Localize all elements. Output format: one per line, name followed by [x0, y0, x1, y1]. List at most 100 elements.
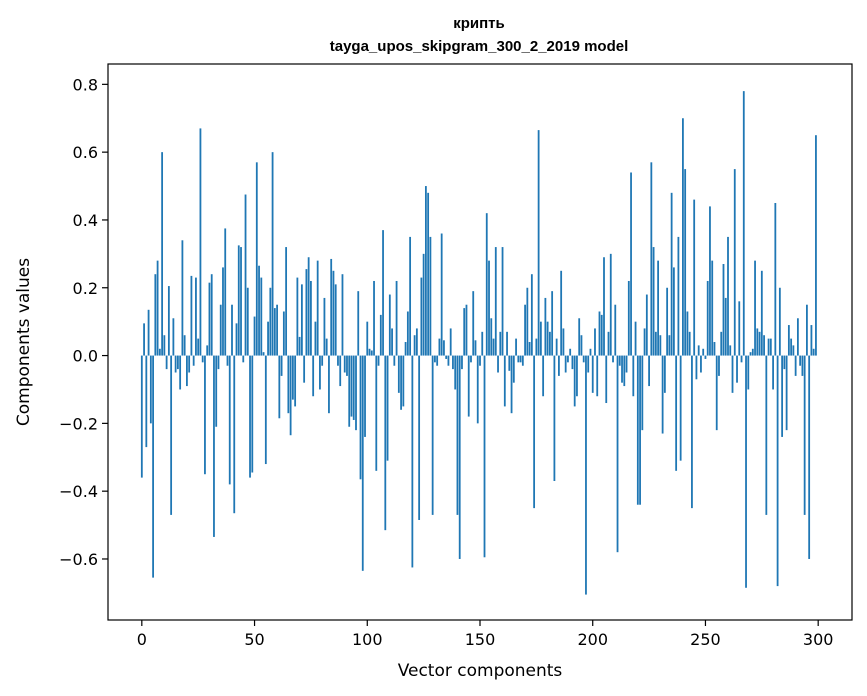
- bar-142: [461, 355, 463, 370]
- bar-50: [253, 316, 256, 356]
- bar-179: [544, 297, 547, 356]
- bar-91: [346, 355, 348, 376]
- bar-201: [594, 328, 596, 356]
- bar-60: [276, 304, 278, 356]
- bar-147: [472, 291, 475, 356]
- bar-7: [156, 260, 159, 356]
- bar-70: [298, 336, 301, 356]
- bar-178: [542, 355, 545, 397]
- bar-251: [706, 280, 709, 356]
- bar-137: [449, 328, 452, 356]
- bar-229: [657, 260, 660, 356]
- bar-127: [427, 192, 430, 356]
- bar-197: [585, 355, 587, 595]
- bar-93: [350, 355, 353, 417]
- bar-272: [754, 260, 756, 356]
- bar-205: [603, 257, 605, 356]
- bar-210: [614, 304, 617, 356]
- bar-69: [296, 277, 299, 356]
- x-tick-label: 250: [690, 630, 721, 649]
- bar-135: [445, 355, 448, 359]
- bar-280: [772, 355, 774, 390]
- bar-216: [627, 280, 630, 356]
- bar-96: [357, 291, 360, 356]
- bar-14: [172, 318, 175, 356]
- bar-28: [204, 355, 206, 475]
- bar-78: [316, 260, 319, 356]
- bar-242: [686, 311, 689, 356]
- bar-24: [195, 277, 197, 356]
- bar-44: [240, 247, 242, 356]
- bar-191: [571, 355, 574, 370]
- y-tick-label: 0.8: [73, 75, 98, 94]
- bar-254: [713, 342, 716, 356]
- bar-153: [485, 213, 488, 356]
- bar-292: [799, 355, 802, 366]
- bar-160: [501, 247, 504, 356]
- bar-85: [332, 270, 335, 356]
- bar-208: [609, 253, 612, 356]
- bar-243: [688, 331, 691, 356]
- bar-257: [720, 331, 723, 356]
- bar-296: [808, 355, 811, 559]
- bar-103: [373, 280, 375, 356]
- bar-130: [434, 355, 436, 363]
- bar-235: [670, 192, 673, 356]
- bar-174: [533, 355, 536, 509]
- bar-275: [760, 270, 763, 356]
- bar-202: [596, 355, 599, 397]
- bar-45: [242, 355, 245, 363]
- bar-237: [675, 355, 678, 471]
- bar-59: [273, 308, 276, 356]
- bar-111: [391, 328, 393, 356]
- bar-157: [494, 247, 497, 356]
- bar-234: [668, 335, 671, 356]
- bar-297: [810, 325, 813, 356]
- bar-220: [636, 355, 639, 505]
- bar-145: [467, 355, 470, 417]
- bar-259: [724, 297, 727, 356]
- bar-25: [197, 338, 200, 356]
- bar-252: [709, 206, 711, 356]
- x-axis-label: Vector components: [398, 661, 563, 681]
- bar-293: [801, 355, 804, 376]
- bar-212: [618, 355, 621, 366]
- bar-176: [537, 130, 540, 356]
- bar-92: [348, 355, 351, 427]
- bar-118: [406, 311, 409, 356]
- bar-101: [368, 348, 371, 356]
- bar-90: [343, 355, 346, 373]
- bar-175: [535, 338, 538, 356]
- bar-261: [729, 345, 732, 356]
- bar-155: [490, 318, 493, 356]
- bar-143: [463, 308, 466, 356]
- bar-214: [623, 355, 626, 387]
- bar-10: [163, 335, 166, 356]
- bar-281: [774, 203, 777, 356]
- bar-136: [447, 355, 450, 366]
- bar-285: [783, 355, 786, 370]
- bar-244: [691, 355, 693, 509]
- bar-80: [321, 355, 324, 366]
- bar-89: [341, 274, 344, 356]
- bar-57: [269, 287, 272, 356]
- bar-40: [231, 304, 233, 356]
- bar-223: [643, 328, 646, 356]
- bar-233: [666, 287, 669, 356]
- bar-270: [749, 352, 752, 356]
- bar-172: [528, 342, 531, 356]
- bar-123: [418, 355, 421, 520]
- bar-182: [551, 291, 554, 356]
- bar-43: [237, 245, 240, 356]
- bar-219: [634, 321, 637, 356]
- bar-298: [812, 348, 815, 356]
- bar-288: [790, 338, 793, 356]
- bars-group: [140, 91, 817, 595]
- bar-126: [424, 186, 427, 356]
- bar-193: [576, 355, 578, 397]
- bar-88: [339, 355, 342, 387]
- bar-192: [573, 355, 576, 407]
- bar-129: [431, 355, 434, 515]
- x-tick-label: 300: [803, 630, 834, 649]
- bar-265: [738, 301, 741, 356]
